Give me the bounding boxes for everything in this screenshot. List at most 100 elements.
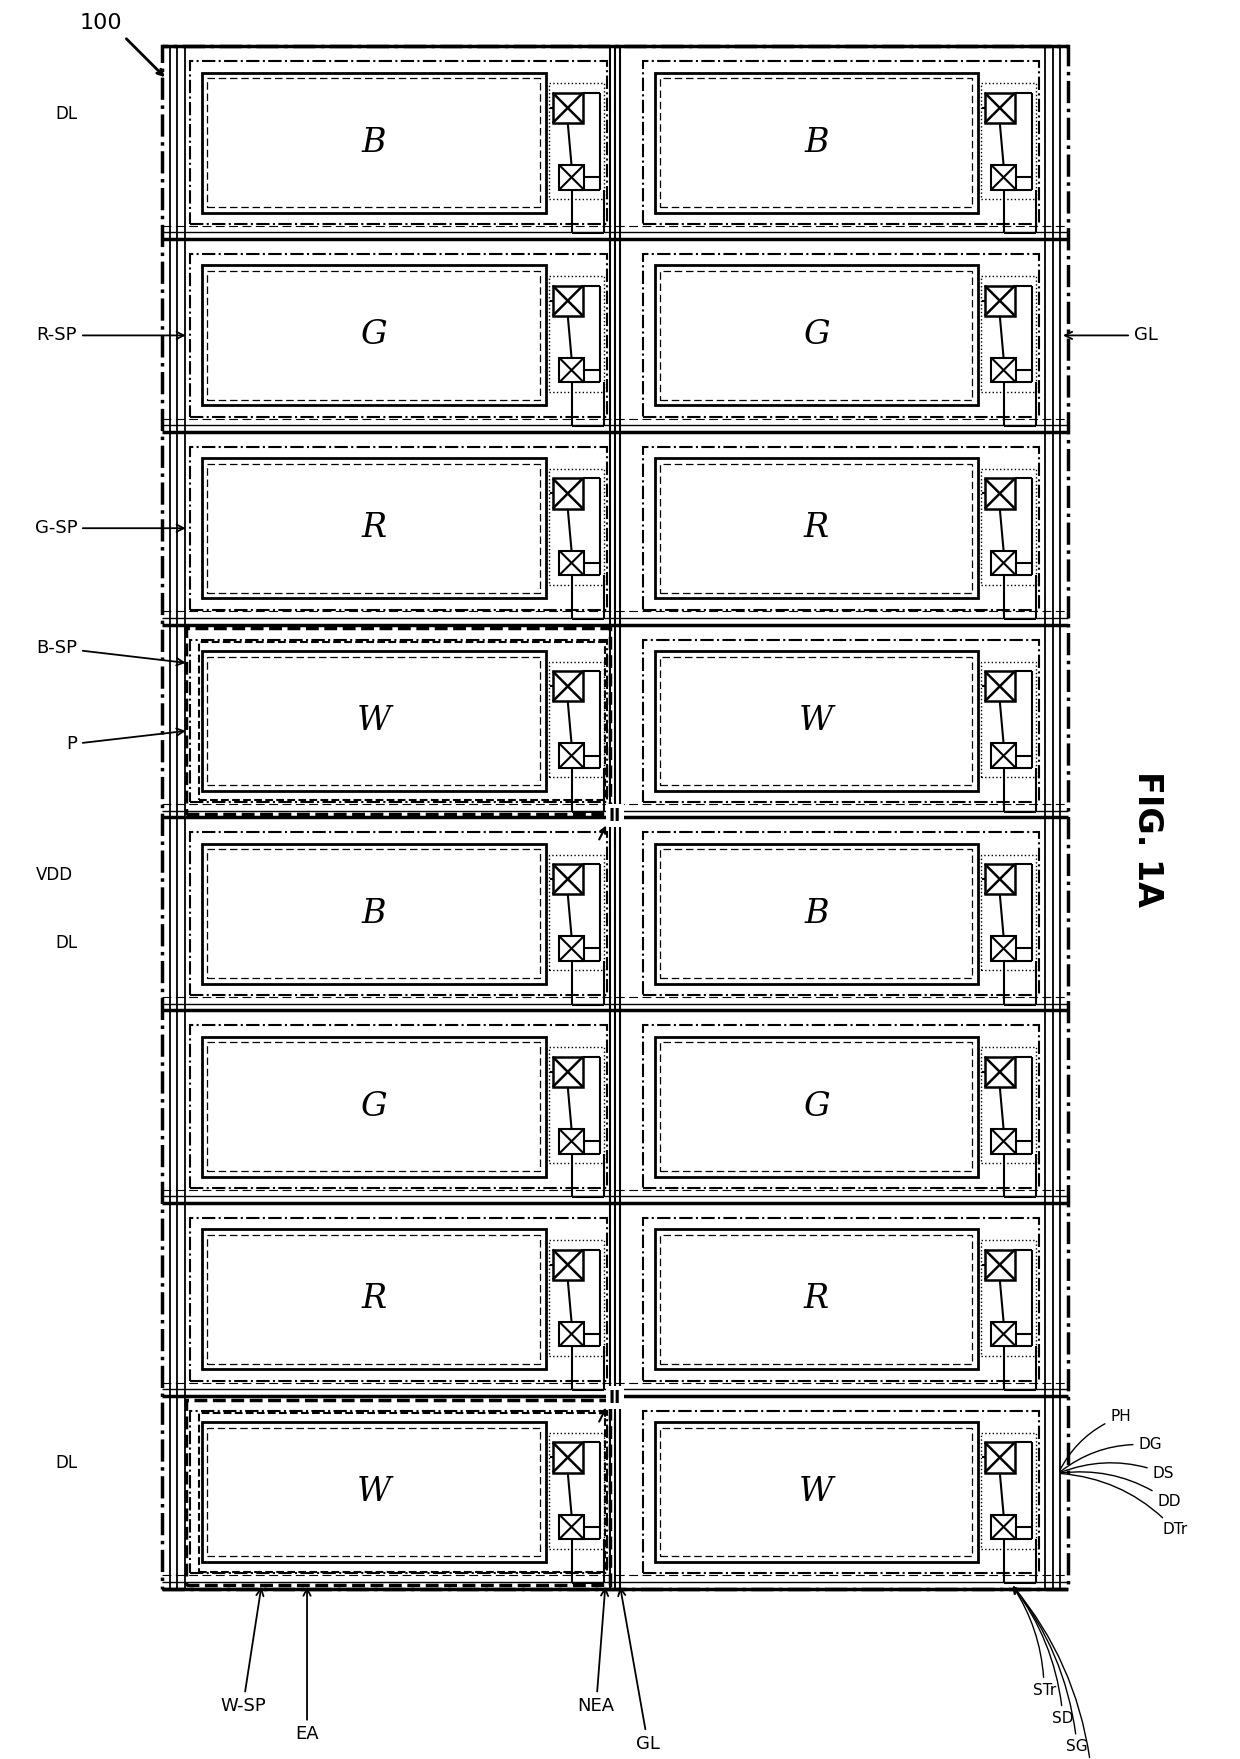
Text: G: G xyxy=(804,1091,830,1122)
Text: P: P xyxy=(67,728,184,753)
Bar xyxy=(985,1249,1014,1281)
Text: DD: DD xyxy=(1061,1472,1180,1509)
Bar xyxy=(559,551,584,575)
Bar xyxy=(981,855,1035,971)
Bar xyxy=(655,651,978,792)
Bar xyxy=(207,1428,541,1557)
Bar xyxy=(553,1249,583,1281)
Text: DL: DL xyxy=(55,934,77,952)
Bar xyxy=(198,642,605,800)
Bar xyxy=(660,464,972,593)
Bar xyxy=(207,1043,541,1171)
Text: SD: SD xyxy=(1014,1587,1074,1726)
Bar xyxy=(660,79,972,208)
Text: W: W xyxy=(357,705,391,737)
Bar xyxy=(191,1025,608,1187)
Bar xyxy=(207,271,541,399)
Bar xyxy=(162,46,1068,1588)
Text: DS: DS xyxy=(1061,1463,1174,1481)
Bar xyxy=(655,266,978,405)
Text: G: G xyxy=(804,320,830,352)
Bar xyxy=(991,357,1016,382)
Bar xyxy=(985,1057,1014,1087)
Text: R: R xyxy=(804,1284,828,1316)
Text: B: B xyxy=(362,897,386,931)
Bar xyxy=(981,1434,1035,1548)
Bar xyxy=(553,93,583,123)
Bar xyxy=(549,1240,604,1356)
Bar xyxy=(553,864,583,894)
Bar xyxy=(981,1240,1035,1356)
Bar xyxy=(655,844,978,983)
Bar xyxy=(191,832,608,996)
Bar xyxy=(559,936,584,960)
Bar xyxy=(660,656,972,785)
Bar xyxy=(991,1514,1016,1539)
Text: FIG. 1A: FIG. 1A xyxy=(1131,770,1164,906)
Bar xyxy=(559,357,584,382)
Bar xyxy=(207,79,541,208)
Text: DTr: DTr xyxy=(1061,1474,1188,1537)
Bar xyxy=(202,1036,546,1177)
Text: W: W xyxy=(357,1476,391,1507)
Bar xyxy=(202,651,546,792)
Bar xyxy=(655,1423,978,1562)
Bar xyxy=(202,457,546,598)
Bar xyxy=(553,285,583,317)
Bar xyxy=(981,83,1035,199)
Text: SG: SG xyxy=(1014,1587,1087,1754)
Bar xyxy=(981,470,1035,584)
Bar xyxy=(207,656,541,785)
Text: W-SP: W-SP xyxy=(219,1588,265,1715)
Bar xyxy=(655,1230,978,1369)
Bar xyxy=(991,165,1016,190)
Bar xyxy=(207,464,541,593)
Text: PH: PH xyxy=(1059,1409,1131,1471)
Bar xyxy=(202,1230,546,1369)
Bar xyxy=(559,1514,584,1539)
Bar xyxy=(644,640,1039,802)
Text: SS: SS xyxy=(1014,1587,1101,1759)
Bar xyxy=(198,1412,605,1571)
Text: II: II xyxy=(609,1388,621,1407)
Bar xyxy=(985,478,1014,508)
Bar xyxy=(191,447,608,610)
Bar xyxy=(985,93,1014,123)
Bar xyxy=(202,266,546,405)
Bar xyxy=(985,864,1014,894)
Bar xyxy=(644,253,1039,417)
Bar xyxy=(655,72,978,213)
Bar xyxy=(549,276,604,392)
Bar xyxy=(660,1043,972,1171)
Bar xyxy=(991,551,1016,575)
Bar xyxy=(202,72,546,213)
Text: STr: STr xyxy=(1013,1587,1055,1697)
Bar xyxy=(202,1423,546,1562)
Bar xyxy=(186,628,610,814)
Bar xyxy=(553,478,583,508)
Bar xyxy=(191,1411,608,1574)
Text: B-SP: B-SP xyxy=(36,639,184,665)
Bar xyxy=(202,844,546,983)
Text: B: B xyxy=(804,127,828,158)
Bar xyxy=(981,661,1035,777)
Bar xyxy=(655,1036,978,1177)
Bar xyxy=(644,1411,1039,1574)
Text: R: R xyxy=(361,1284,387,1316)
Text: G: G xyxy=(361,1091,387,1122)
Bar xyxy=(553,672,583,702)
Bar xyxy=(644,1025,1039,1187)
Text: R: R xyxy=(361,512,387,544)
Bar xyxy=(559,1321,584,1346)
Text: W: W xyxy=(800,1476,833,1507)
Bar xyxy=(660,1235,972,1363)
Bar xyxy=(191,1217,608,1381)
Bar xyxy=(549,83,604,199)
Bar xyxy=(985,285,1014,317)
Text: G-SP: G-SP xyxy=(35,519,184,536)
Bar xyxy=(644,832,1039,996)
Bar xyxy=(655,457,978,598)
Bar xyxy=(559,1129,584,1154)
Bar xyxy=(549,661,604,777)
Bar xyxy=(549,1047,604,1163)
